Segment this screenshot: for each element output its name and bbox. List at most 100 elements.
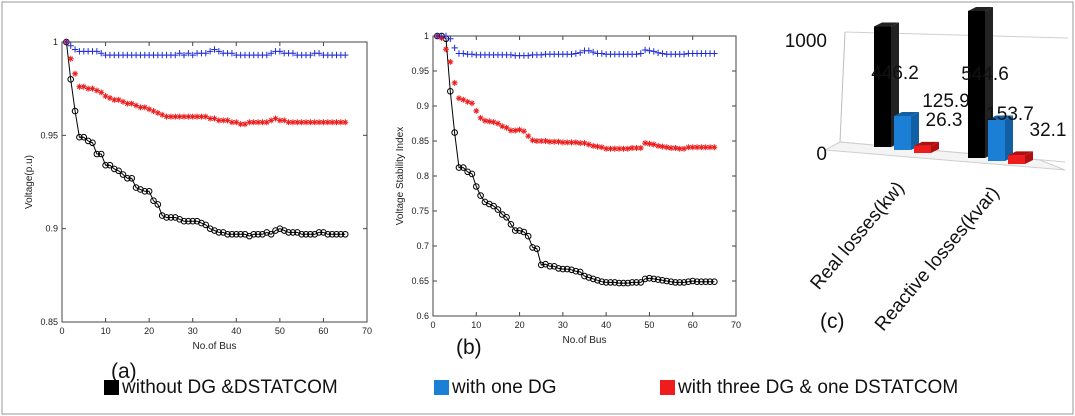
data-point-star [555, 138, 562, 145]
data-point-circle [672, 279, 679, 286]
y-tick-label: 1000 [785, 31, 827, 52]
legend-item-three-dg: with three DG & one DSTATCOM [660, 377, 958, 399]
data-point-star [141, 104, 148, 111]
data-point-star [294, 119, 301, 126]
data-point-circle [89, 139, 96, 147]
data-point-plus [98, 50, 105, 57]
x-tick-label: 60 [688, 320, 698, 330]
data-point-star [211, 115, 218, 122]
y-tick-label: 0.6 [416, 311, 429, 321]
legend-swatch-blue [434, 380, 449, 395]
data-point-circle [84, 137, 92, 145]
legend-item-without-dg: without DG &DSTATCOM [104, 377, 338, 399]
data-point-star [646, 140, 653, 147]
data-point-star [242, 121, 248, 128]
data-point-star [194, 113, 201, 120]
series-circle [434, 32, 718, 287]
data-point-star [102, 93, 109, 100]
data-point-circle [559, 265, 567, 273]
data-point-star [598, 144, 605, 151]
legend-label: with one DG [452, 377, 557, 398]
data-point-plus [202, 50, 209, 57]
data-point-star [702, 144, 709, 151]
data-point-plus [585, 47, 593, 54]
data-point-circle [607, 279, 614, 286]
data-point-star [133, 102, 140, 109]
data-point-plus [442, 32, 450, 40]
y-tick-label: 0 [816, 144, 827, 165]
data-point-star [263, 119, 270, 126]
data-point-star [542, 138, 549, 144]
data-point-circle [158, 212, 166, 219]
data-point-plus [342, 51, 349, 59]
data-point-star [67, 55, 74, 62]
data-point-star [89, 85, 96, 92]
data-point-circle [211, 227, 218, 234]
data-point-star [689, 144, 696, 151]
data-point-star [250, 119, 257, 126]
data-point-circle [106, 161, 114, 169]
data-point-circle [315, 229, 323, 236]
data-point-circle [67, 76, 75, 83]
data-point-plus [211, 46, 218, 53]
data-point-circle [328, 230, 336, 238]
data-point-star [460, 96, 467, 103]
data-point-circle [472, 183, 480, 190]
bar-data-label: 446.2 [871, 63, 919, 84]
data-point-circle [698, 278, 705, 286]
data-point-circle [460, 164, 467, 171]
data-point-plus [185, 50, 192, 57]
data-point-circle [555, 265, 562, 272]
y-tick-label: 0.85 [40, 317, 58, 327]
data-point-star [224, 117, 231, 124]
data-point-plus [67, 42, 74, 49]
data-point-star [520, 128, 527, 135]
data-point-circle [193, 217, 201, 225]
data-point-circle [341, 230, 349, 238]
data-point-circle [524, 232, 532, 240]
data-point-circle [628, 279, 636, 286]
voltage-profile-chart: 0 10 20 30 40 50 60 70 0.85 0.9 0.95 1 No.of Bus Volt… [24, 37, 372, 352]
data-point-circle [676, 279, 684, 286]
data-point-star [529, 137, 536, 144]
y-tick-label: 0.85 [411, 136, 429, 146]
data-point-star [707, 144, 714, 151]
data-point-circle [307, 230, 314, 238]
data-point-circle [110, 165, 118, 173]
data-point-star [551, 138, 558, 145]
data-point-circle [128, 174, 136, 182]
data-point-circle [272, 227, 279, 234]
data-point-circle [685, 278, 692, 286]
data-point-circle [589, 275, 597, 283]
data-point-circle [563, 265, 571, 273]
data-point-circle [167, 214, 175, 221]
data-point-star [150, 108, 157, 115]
data-point-star [311, 119, 318, 126]
data-point-star [633, 145, 640, 151]
data-point-circle [637, 279, 645, 286]
subfigure-label-c: (c) [820, 310, 845, 333]
plot-area [61, 41, 368, 323]
x-tick-label: 60 [318, 326, 328, 336]
data-point-circle [237, 230, 244, 238]
data-point-star [255, 119, 262, 126]
series-star [63, 39, 349, 128]
data-point-circle [333, 230, 340, 238]
data-point-circle [198, 219, 205, 227]
bar-side [1005, 115, 1013, 161]
x-tick-label: 70 [731, 320, 741, 330]
data-point-star [342, 119, 349, 126]
data-point-plus [646, 47, 653, 54]
data-point-circle [102, 161, 109, 169]
series-star [434, 33, 718, 152]
data-point-star [333, 119, 340, 126]
data-point-circle [254, 230, 262, 238]
data-point-star [137, 104, 144, 111]
y-tick-label: 0.7 [416, 241, 429, 251]
data-point-circle [337, 230, 345, 238]
data-point-plus [276, 48, 284, 55]
subfigure-label-a: (a) [111, 360, 137, 383]
bar-data-label: 32.1 [1030, 120, 1067, 141]
data-point-star [546, 138, 553, 145]
data-point-star [124, 100, 131, 107]
